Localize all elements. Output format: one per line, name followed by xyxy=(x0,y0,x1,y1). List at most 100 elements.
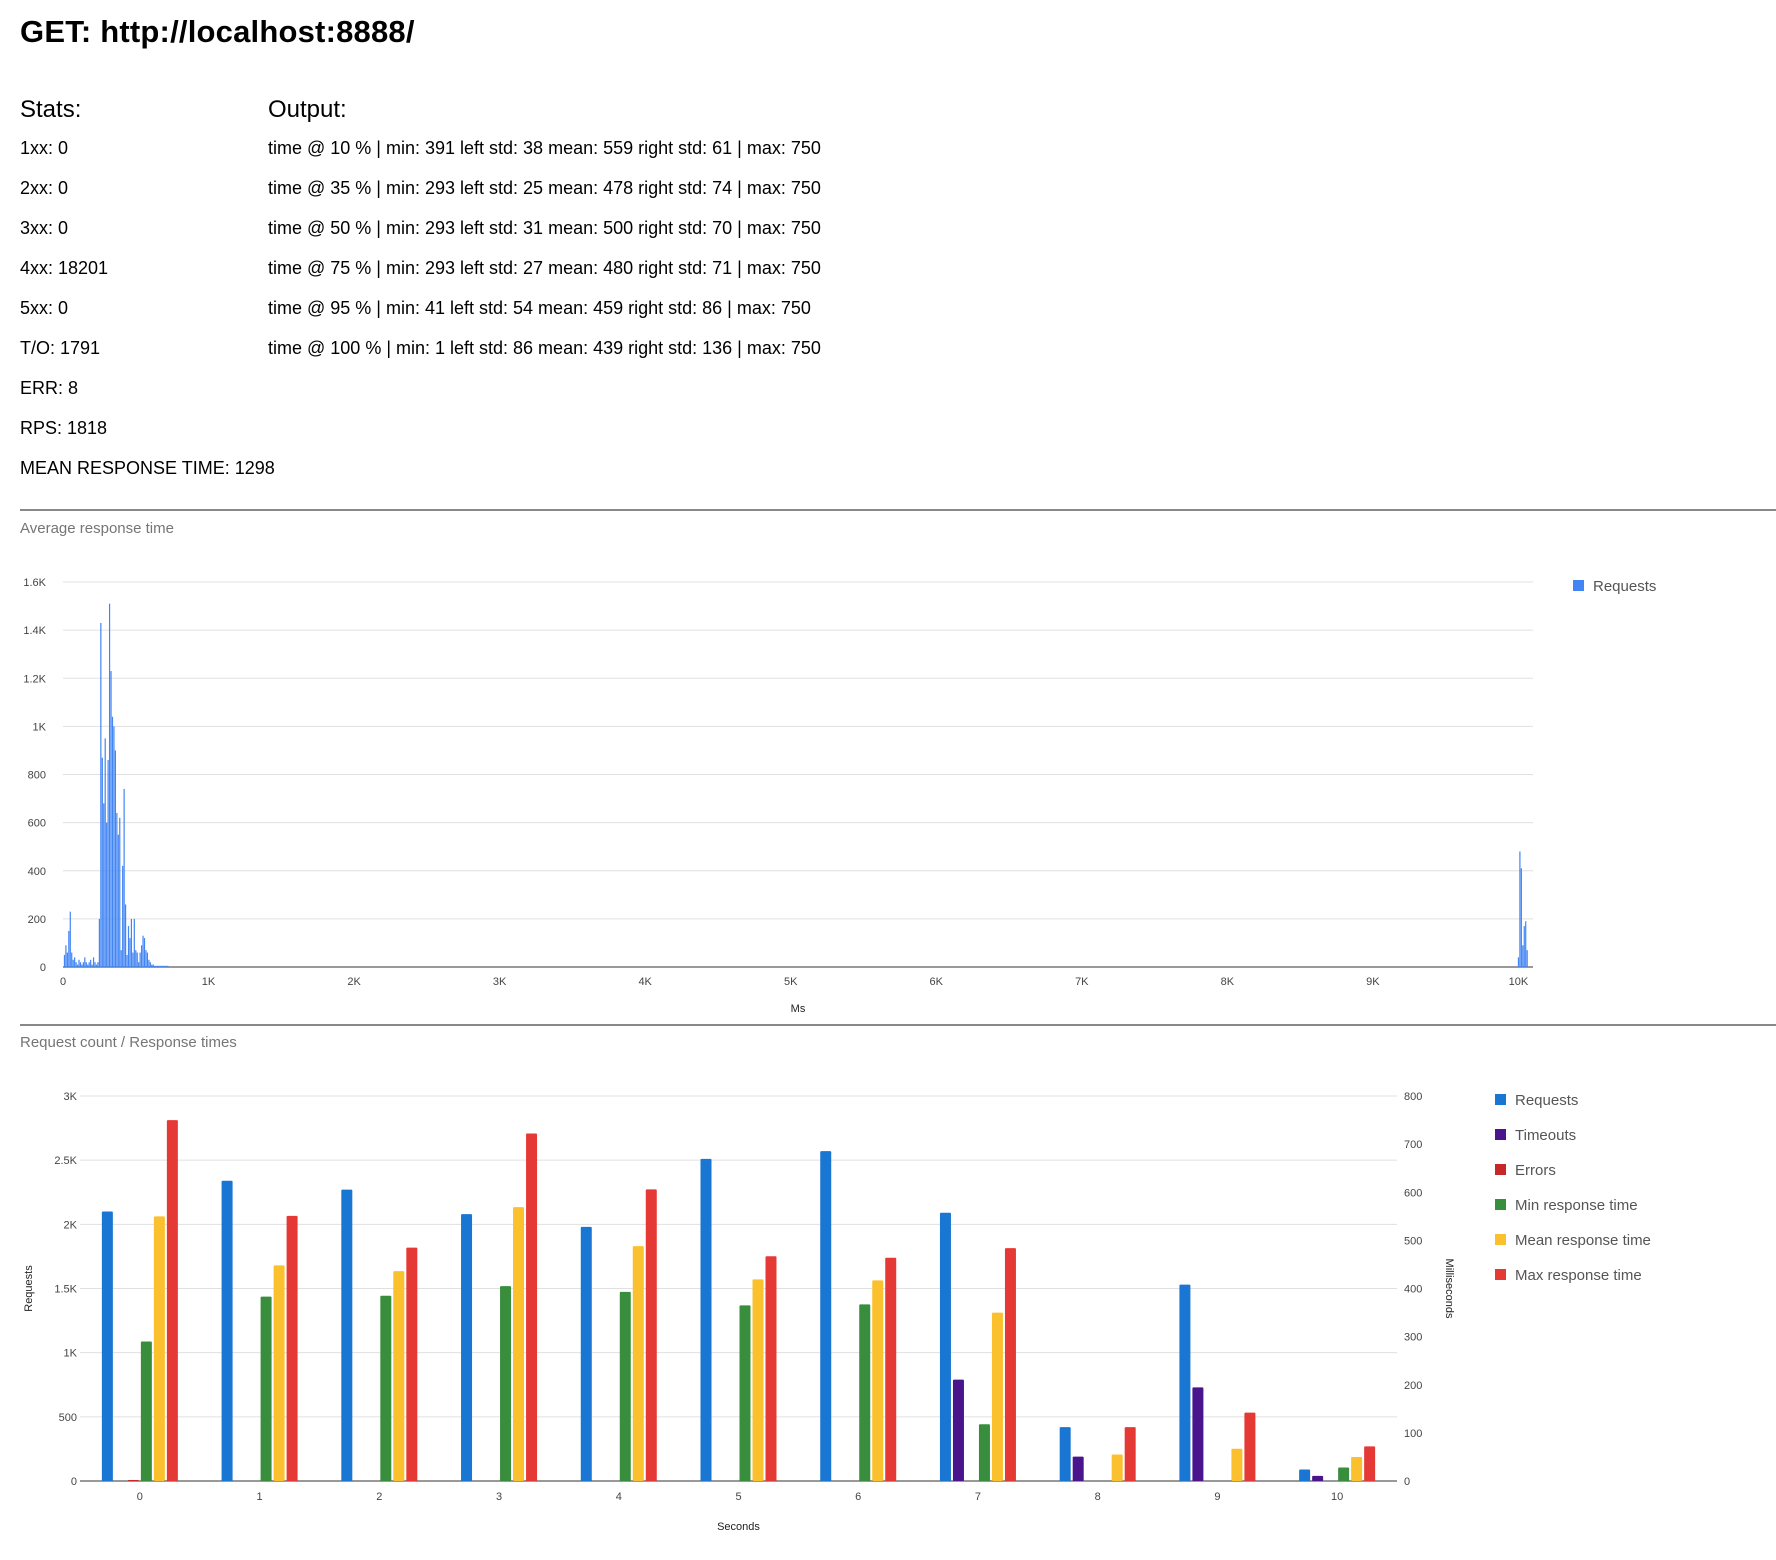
y-tick-label: 600 xyxy=(28,818,46,830)
right-y-tick-label: 800 xyxy=(1404,1091,1422,1103)
histogram-bar xyxy=(65,945,67,967)
x-tick-label: 6K xyxy=(930,976,944,988)
right-y-tick-label: 700 xyxy=(1404,1139,1422,1151)
histogram-bar xyxy=(164,965,166,967)
y-tick-label: 1.4K xyxy=(23,625,46,637)
histogram-bar xyxy=(162,965,165,967)
x-tick-label: 3 xyxy=(496,1491,502,1503)
y-tick-label: 1K xyxy=(33,721,47,733)
y-tick-label: 800 xyxy=(28,770,46,782)
histogram-bar xyxy=(155,965,157,967)
output-row-35: time @ 35 % | min: 293 left std: 25 mean… xyxy=(268,178,821,198)
bar-requests xyxy=(1059,1427,1071,1481)
output-row-10: time @ 10 % | min: 391 left std: 38 mean… xyxy=(268,138,821,158)
histogram-bar xyxy=(127,926,130,967)
histogram-bar xyxy=(1523,926,1525,967)
histogram-bar xyxy=(129,938,131,967)
histogram-bar xyxy=(108,603,111,967)
stat-rps: RPS: 1818 xyxy=(20,418,108,438)
histogram-bar xyxy=(76,964,79,967)
right-y-tick-label: 0 xyxy=(1404,1476,1410,1488)
requests-response-times-chart: 05001K1.5K2K2.5K3K0100200300400500600700… xyxy=(23,1091,1651,1533)
x-tick-label: 10 xyxy=(1331,1491,1343,1503)
stat-timeouts: T/O: 1791 xyxy=(20,338,101,358)
y-tick-label: 400 xyxy=(28,866,46,878)
histogram-bar xyxy=(98,918,100,967)
histogram-bar xyxy=(87,964,89,967)
histogram-bar xyxy=(1525,921,1527,967)
bar-max-response-time xyxy=(1364,1446,1376,1481)
right-y-tick-label: 200 xyxy=(1404,1380,1422,1392)
left-y-tick-label: 2K xyxy=(64,1219,78,1231)
x-tick-label: 1K xyxy=(202,976,216,988)
output-row-50: time @ 50 % | min: 293 left std: 31 mean… xyxy=(268,218,821,238)
histogram-bar xyxy=(126,954,128,967)
x-tick-label: 9 xyxy=(1214,1491,1220,1503)
histogram-bar xyxy=(110,671,112,967)
histogram-bar xyxy=(154,965,156,967)
bar-mean-response-time xyxy=(872,1280,884,1481)
bar-max-response-time xyxy=(1244,1412,1256,1481)
histogram-bar xyxy=(84,957,86,967)
bar-min-response-time xyxy=(140,1341,152,1481)
stats-heading: Stats: xyxy=(20,96,82,123)
bar-requests xyxy=(939,1212,951,1481)
section-divider xyxy=(20,509,1776,511)
histogram-bar xyxy=(72,959,74,967)
right-y-tick-label: 500 xyxy=(1404,1235,1422,1247)
histogram-bar xyxy=(107,760,109,967)
bar-min-response-time xyxy=(500,1286,512,1481)
histogram-bar xyxy=(114,750,116,967)
histogram-bar xyxy=(63,954,66,967)
histogram-bar xyxy=(101,757,103,967)
combo-chart-title: Request count / Response times xyxy=(20,1034,237,1051)
stat-3xx: 3xx: 0 xyxy=(20,218,69,238)
histogram-bar xyxy=(165,965,167,967)
histogram-bar xyxy=(68,930,70,967)
histogram-bar xyxy=(158,965,160,967)
bar-max-response-time xyxy=(765,1256,777,1481)
histogram-bar xyxy=(113,726,115,967)
x-tick-label: 2K xyxy=(347,976,361,988)
legend-label-errors: Errors xyxy=(1515,1162,1556,1179)
x-tick-label: 8 xyxy=(1095,1491,1101,1503)
bar-min-response-time xyxy=(619,1291,631,1481)
histogram-bar xyxy=(139,952,141,967)
histogram-bar xyxy=(133,918,135,967)
legend-swatch-requests xyxy=(1495,1094,1506,1105)
x-tick-label: 8K xyxy=(1221,976,1235,988)
histogram-bar xyxy=(66,952,68,967)
bar-mean-response-time xyxy=(513,1207,525,1481)
histogram-bar xyxy=(136,952,138,967)
histogram-bar xyxy=(157,965,159,967)
bar-max-response-time xyxy=(166,1120,178,1481)
bar-requests xyxy=(820,1151,832,1481)
histogram-bar xyxy=(124,904,127,967)
bar-errors xyxy=(127,1479,139,1481)
histogram-bar xyxy=(85,962,87,967)
left-y-tick-label: 1.5K xyxy=(54,1284,77,1296)
x-tick-label: 10K xyxy=(1509,976,1529,988)
histogram-bar xyxy=(130,918,133,967)
legend-label-mean-response-time: Mean response time xyxy=(1515,1232,1651,1249)
histogram-bar xyxy=(94,962,96,967)
histogram-bar xyxy=(92,957,95,967)
histogram-bar xyxy=(152,964,154,967)
histogram-bar xyxy=(1526,950,1528,967)
histogram-bar xyxy=(132,952,134,967)
histogram-bar xyxy=(146,952,149,967)
legend-label-max-response-time: Max response time xyxy=(1515,1267,1642,1284)
output-row-100: time @ 100 % | min: 1 left std: 86 mean:… xyxy=(268,338,821,358)
bar-requests xyxy=(101,1211,113,1481)
histogram-bar xyxy=(143,938,146,967)
histogram-bar xyxy=(74,957,76,967)
histogram-bar xyxy=(81,964,83,967)
stats-column: Stats: 1xx: 0 2xx: 0 3xx: 0 4xx: 18201 5… xyxy=(20,93,275,497)
histogram-bar xyxy=(75,962,77,967)
legend-swatch-timeouts xyxy=(1495,1129,1506,1140)
histogram-bar xyxy=(1522,945,1524,967)
histogram-bar xyxy=(122,865,124,967)
stat-errors: ERR: 8 xyxy=(20,378,79,398)
histogram-bar xyxy=(1520,868,1522,967)
x-tick-label: 3K xyxy=(493,976,507,988)
